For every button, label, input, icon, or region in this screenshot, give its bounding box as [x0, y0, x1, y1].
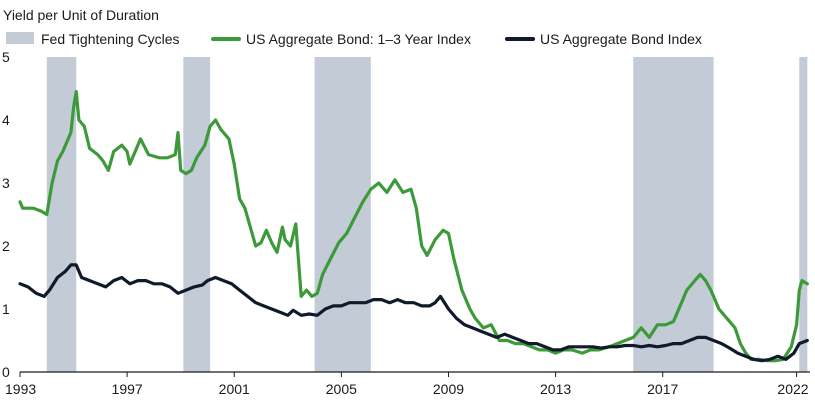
series-line-agg-1-3yr: [18, 90, 809, 363]
legend-label: Fed Tightening Cycles: [41, 31, 180, 47]
x-tick-label: 2017: [647, 381, 678, 397]
legend-label: US Aggregate Bond: 1–3 Year Index: [246, 31, 471, 47]
y-tick-label: 2: [2, 238, 10, 254]
x-tick-label: 1997: [112, 381, 143, 397]
tightening-band-4: [633, 57, 714, 372]
axes: 0 1 2 3 4 5 1993 1997 2001 2005 2009 2013 2017 2022: [2, 49, 810, 397]
y-tick-label: 1: [2, 301, 10, 317]
tightening-band-2: [183, 57, 211, 372]
y-tick-label: 3: [2, 175, 10, 191]
legend-swatch-band: [6, 32, 34, 44]
shaded-periods: [46, 57, 808, 372]
tightening-band-1: [46, 57, 77, 372]
y-tick-label: 0: [2, 364, 10, 380]
x-tick-label: 2001: [219, 381, 250, 397]
x-tick-label: 2005: [326, 381, 357, 397]
y-tick-label: 4: [2, 112, 10, 128]
legend-item-2: US Aggregate Bond: 1–3 Year Index: [211, 31, 471, 47]
tightening-band-3: [314, 57, 371, 372]
x-tick-label: 2009: [433, 381, 464, 397]
x-tick-label: 2022: [777, 381, 808, 397]
x-tick-label: 2013: [540, 381, 571, 397]
x-tick-label: 1993: [5, 381, 36, 397]
legend-label: US Aggregate Bond Index: [540, 31, 702, 47]
legend: Fed Tightening Cycles US Aggregate Bond: …: [6, 31, 702, 47]
series-layer: [18, 90, 809, 363]
y-tick-label: 5: [2, 49, 10, 65]
y-axis-label: Yield per Unit of Duration: [3, 7, 159, 23]
legend-item-3: US Aggregate Bond Index: [505, 31, 702, 47]
series-line-agg-index: [18, 263, 809, 363]
legend-item-1: Fed Tightening Cycles: [6, 31, 180, 47]
tightening-band-5: [799, 57, 808, 372]
